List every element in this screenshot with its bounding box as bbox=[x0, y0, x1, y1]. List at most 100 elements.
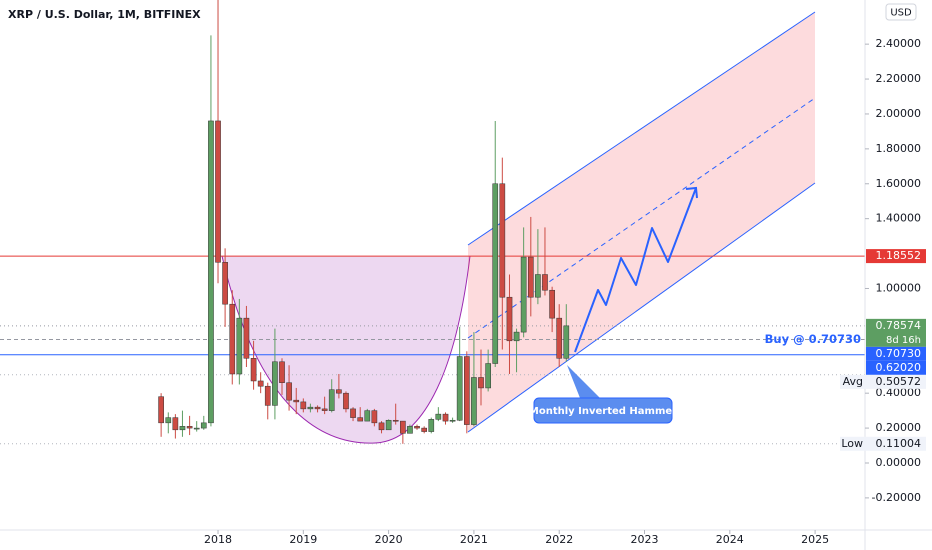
channel-lower bbox=[467, 182, 816, 433]
candle-body bbox=[158, 396, 164, 424]
price-label: 0.78574 bbox=[876, 319, 922, 332]
candle-body bbox=[236, 317, 243, 375]
price-label-box bbox=[866, 249, 926, 264]
candle-body bbox=[478, 377, 484, 389]
candle-body bbox=[527, 256, 534, 298]
candle-body bbox=[535, 274, 541, 298]
y-tick-label: 2.20000 bbox=[876, 72, 922, 85]
candle-body bbox=[193, 427, 200, 430]
price-tag-box bbox=[840, 436, 866, 451]
y-tick-label: -0.20000 bbox=[872, 491, 921, 504]
candle-body bbox=[208, 120, 214, 424]
price-label: 0.11004 bbox=[876, 437, 922, 450]
candle-body bbox=[343, 392, 349, 410]
candle-body bbox=[336, 389, 342, 394]
callout-pointer bbox=[567, 365, 600, 398]
y-tick-label: 0.00000 bbox=[876, 456, 922, 469]
price-label-box bbox=[866, 346, 926, 361]
candle-body bbox=[542, 274, 548, 291]
price-tag: Avg bbox=[843, 375, 863, 388]
price-label: 0.50572 bbox=[876, 375, 922, 388]
candle-body bbox=[172, 417, 179, 431]
callout-text: Monthly Inverted Hammer bbox=[529, 406, 677, 417]
candle-body bbox=[350, 408, 356, 418]
price-tag-box bbox=[840, 374, 866, 389]
candle-body bbox=[563, 325, 570, 359]
candle-body bbox=[200, 422, 207, 429]
price-lines bbox=[0, 255, 865, 445]
cup-curve bbox=[221, 255, 471, 444]
callout: Monthly Inverted Hammer bbox=[529, 365, 677, 424]
y-tick-label: 2.40000 bbox=[876, 37, 922, 50]
candle-body bbox=[392, 419, 399, 422]
candle-body bbox=[492, 183, 499, 364]
candle-body bbox=[321, 408, 328, 411]
drawings bbox=[221, 11, 816, 444]
buy-label: Buy @ 0.70730 bbox=[765, 332, 861, 346]
candle-body bbox=[549, 289, 555, 319]
y-tick-label: 1.60000 bbox=[876, 177, 922, 190]
candle-body bbox=[165, 417, 172, 424]
candle-body bbox=[186, 426, 193, 429]
projection bbox=[574, 186, 698, 353]
candle-body bbox=[328, 389, 335, 411]
candle-body bbox=[442, 413, 449, 422]
candle-body bbox=[449, 419, 456, 422]
candle-body bbox=[520, 256, 527, 333]
candle-body bbox=[364, 410, 371, 422]
y-tick-label: 0.20000 bbox=[876, 421, 922, 434]
candle-body bbox=[293, 399, 300, 403]
candle-body bbox=[307, 406, 314, 410]
candle-body bbox=[506, 296, 513, 342]
candle-body bbox=[407, 426, 413, 434]
candle-body bbox=[378, 422, 385, 431]
price-label-sub: 8d 16h bbox=[886, 335, 921, 346]
x-tick-label: 2021 bbox=[460, 533, 488, 546]
currency: USD bbox=[890, 8, 912, 19]
candle-body bbox=[414, 426, 420, 429]
x-tick-label: 2018 bbox=[204, 533, 232, 546]
candle-body bbox=[371, 410, 378, 424]
chart-title: XRP / U.S. Dollar, 1M, BITFINEX bbox=[8, 8, 201, 21]
candle-body bbox=[215, 120, 221, 263]
y-tick-label: 1.40000 bbox=[876, 212, 922, 225]
candle-body bbox=[485, 363, 491, 389]
x-tick-label: 2020 bbox=[375, 533, 403, 546]
price-label: 1.18552 bbox=[876, 249, 922, 262]
cup-fill bbox=[222, 256, 470, 444]
price-tag: Low bbox=[841, 437, 863, 450]
candle-body bbox=[257, 380, 264, 387]
candle-body bbox=[222, 262, 228, 305]
x-tick-label: 2024 bbox=[716, 533, 744, 546]
candle-body bbox=[464, 356, 470, 425]
currency-box bbox=[885, 3, 917, 21]
candle-body bbox=[279, 361, 285, 383]
candle-body bbox=[179, 426, 186, 431]
candle-body bbox=[499, 183, 506, 298]
candle-body bbox=[300, 401, 307, 410]
x-tick-label: 2023 bbox=[631, 533, 659, 546]
price-label-box bbox=[866, 360, 926, 375]
candle-body bbox=[428, 419, 435, 432]
candle-body bbox=[243, 317, 250, 359]
x-tick-label: 2019 bbox=[289, 533, 317, 546]
candle-body bbox=[314, 406, 321, 410]
x-tick-label: 2022 bbox=[545, 533, 573, 546]
candle-body bbox=[272, 361, 278, 406]
channel-mid bbox=[467, 97, 816, 339]
price-label-box bbox=[866, 436, 926, 451]
candle-body bbox=[385, 419, 392, 431]
callout-box bbox=[533, 397, 673, 424]
candle-body bbox=[229, 303, 236, 375]
candles bbox=[158, 0, 570, 444]
axes: 2.40000 2.20000 2.00000 1.80000 1.60000 1.400… bbox=[204, 37, 921, 546]
price-label-box bbox=[866, 374, 926, 389]
y-tick-label: 1.80000 bbox=[876, 142, 922, 155]
candle-body bbox=[435, 413, 442, 420]
candle-body bbox=[286, 382, 292, 401]
candle-body bbox=[357, 417, 364, 422]
y-tick-label: 1.00000 bbox=[876, 281, 922, 294]
price-label: 0.62020 bbox=[876, 361, 922, 374]
channel-upper bbox=[467, 11, 816, 246]
